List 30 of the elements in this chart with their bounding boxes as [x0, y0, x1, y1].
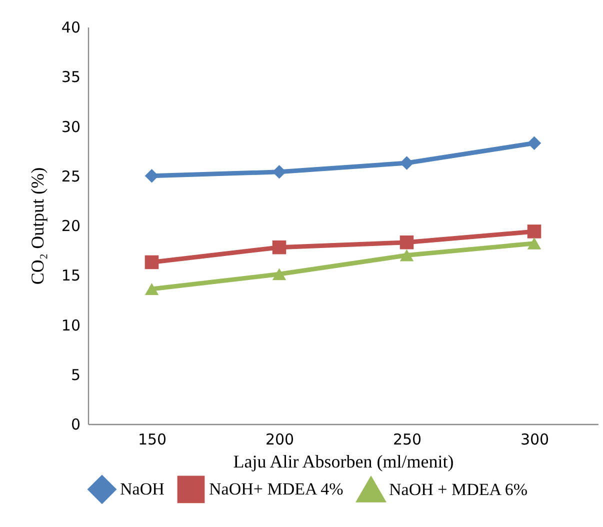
point [144, 283, 159, 295]
y-tick-label: 30 [61, 118, 80, 136]
point [400, 235, 414, 250]
y-tick-label: 0 [70, 416, 80, 434]
y-tick-label: 35 [61, 68, 80, 86]
point [272, 240, 286, 254]
point [400, 249, 414, 262]
legend-label: NaOH + MDEA 6% [389, 480, 528, 500]
point [144, 255, 159, 270]
y-axis-title: CO₂ Output (%) [27, 167, 48, 285]
y-tick-label: 10 [61, 316, 80, 334]
y-tick-label: 25 [61, 167, 80, 186]
point [272, 165, 286, 179]
x-tick-label: 250 [392, 430, 422, 448]
x-tick-label: 300 [520, 430, 550, 448]
point [400, 156, 414, 170]
x-tick-label: 200 [265, 430, 294, 448]
y-tick-label: 20 [61, 217, 80, 235]
point [527, 136, 542, 150]
legend-label: NaOH+ MDEA 4% [209, 479, 344, 498]
point [527, 237, 542, 250]
x-axis-title: Laju Alir Absorben (ml/menit) [233, 452, 454, 472]
y-tick-label: 40 [61, 18, 80, 36]
y-tick-label: 5 [70, 366, 80, 384]
point [144, 168, 159, 183]
legend-label: NaOH [120, 479, 164, 498]
point [527, 224, 542, 238]
x-tick-label: 150 [138, 430, 167, 448]
y-tick-label: 15 [61, 266, 80, 285]
point [272, 268, 286, 280]
